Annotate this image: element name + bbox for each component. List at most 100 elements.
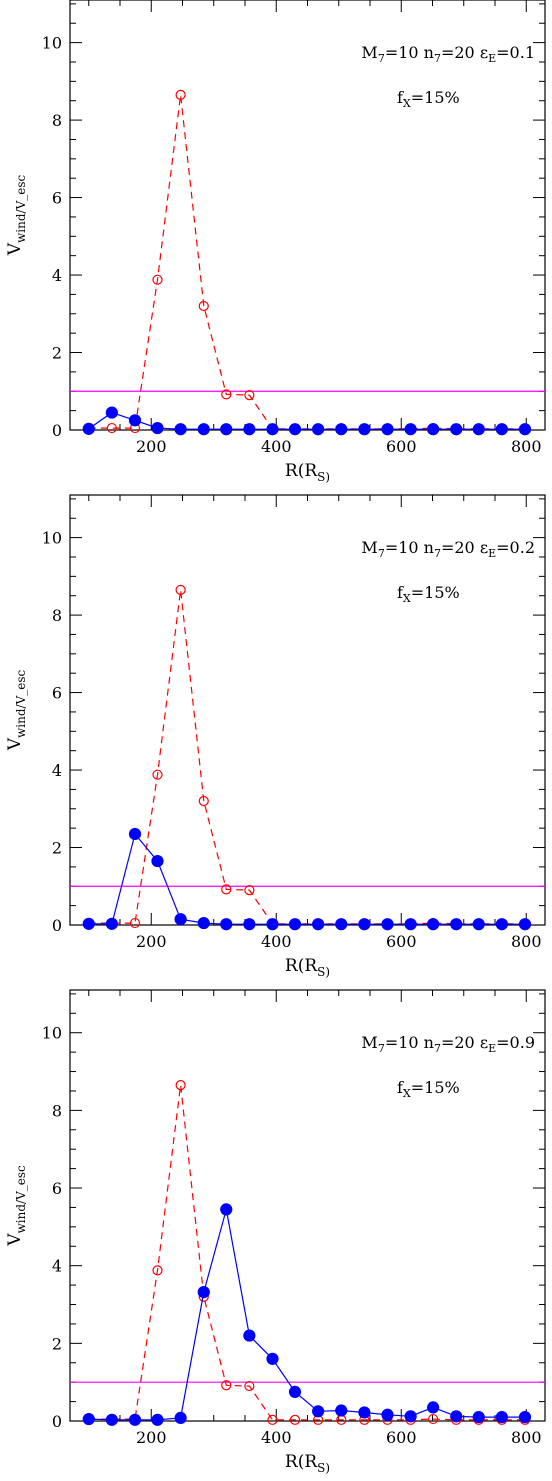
fraction-annotation: fX​=15% <box>397 583 460 605</box>
series-line-2 <box>88 1209 525 1421</box>
data-point <box>450 918 463 931</box>
data-point <box>82 1412 95 1426</box>
data-point <box>82 917 95 930</box>
y-tick-label: 4 <box>52 1257 62 1276</box>
data-point <box>335 423 348 436</box>
series-line-1 <box>88 589 525 925</box>
data-point <box>105 406 118 419</box>
data-point <box>266 423 279 436</box>
data-point <box>198 300 209 312</box>
x-tick-label: 800 <box>511 932 542 951</box>
x-tick-label: 200 <box>136 1428 167 1447</box>
x-tick-label: 800 <box>511 437 542 456</box>
data-point <box>175 89 186 101</box>
data-point <box>288 1385 302 1398</box>
data-point <box>472 423 485 436</box>
y-tick-label: 10 <box>42 34 62 53</box>
series-line-2 <box>88 832 525 925</box>
data-point <box>288 423 302 436</box>
data-point <box>358 918 371 931</box>
y-tick-label: 6 <box>52 189 62 208</box>
data-point <box>129 917 141 929</box>
y-tick-label: 8 <box>52 606 62 625</box>
fraction-annotation: fX​=15% <box>397 1078 460 1100</box>
y-tick-label: 2 <box>52 1334 62 1353</box>
data-point <box>197 916 210 930</box>
data-point <box>267 1414 278 1425</box>
data-point <box>244 390 255 401</box>
data-point <box>495 918 508 931</box>
x-axis-label: R(RS)​ <box>285 461 330 484</box>
data-point <box>335 1404 348 1417</box>
x-tick-label: 400 <box>261 1428 292 1447</box>
x-tick-label: 200 <box>136 437 167 456</box>
data-point <box>312 1405 325 1418</box>
data-point <box>198 795 209 807</box>
data-point <box>427 423 440 436</box>
data-point <box>221 884 232 895</box>
x-tick-label: 400 <box>261 932 292 951</box>
y-tick-label: 10 <box>42 529 62 548</box>
data-point <box>518 918 532 931</box>
data-point <box>381 918 394 931</box>
plot-frame <box>69 494 546 926</box>
data-point <box>428 1413 439 1425</box>
data-point <box>289 1414 301 1425</box>
data-point <box>312 918 325 931</box>
data-point <box>175 1080 186 1091</box>
data-point <box>312 423 325 436</box>
x-tick-label: 400 <box>261 437 292 456</box>
y-tick-label: 2 <box>52 344 62 363</box>
data-point <box>151 1413 164 1426</box>
x-tick-label: 600 <box>386 932 417 951</box>
data-point <box>152 274 163 285</box>
data-point <box>450 423 463 436</box>
data-point <box>151 854 164 868</box>
data-point <box>243 1329 256 1342</box>
x-tick-label: 600 <box>386 1428 417 1447</box>
data-point <box>128 414 142 427</box>
data-point <box>288 918 302 931</box>
plot-frame <box>69 0 546 431</box>
data-point <box>358 1406 371 1419</box>
series-line-1 <box>88 94 525 430</box>
data-point <box>105 917 118 930</box>
parameter-annotation: M7​=10 n7​=20 εE​=0.9 <box>361 1033 535 1055</box>
data-point <box>266 1352 279 1365</box>
data-point <box>243 918 256 931</box>
y-axis-label: Vwind/V_esc​ <box>5 1165 28 1247</box>
data-point <box>266 918 279 931</box>
data-point <box>106 422 117 434</box>
fraction-annotation: fX​=15% <box>397 88 460 110</box>
data-point <box>495 1411 508 1424</box>
data-point <box>220 423 233 436</box>
data-point <box>220 918 233 931</box>
data-point <box>128 827 142 841</box>
data-point <box>174 423 187 436</box>
y-tick-label: 0 <box>52 1412 62 1431</box>
data-point <box>358 423 371 436</box>
data-point <box>220 1203 233 1216</box>
data-point <box>381 1408 394 1421</box>
data-point <box>221 389 232 400</box>
data-point <box>244 885 255 896</box>
data-point <box>495 423 508 436</box>
x-axis-label: R(RS)​ <box>285 956 330 979</box>
x-tick-label: 600 <box>386 437 417 456</box>
x-tick-label: 800 <box>511 1428 542 1447</box>
chart-panel-1: 200 400 600 800 0 2 4 6 8 10 R(RS)​ Vwind/V_esc​ M7​… <box>5 0 546 484</box>
data-point <box>243 423 256 436</box>
chart-panel-2: 200 400 600 800 0 2 4 6 8 10 R(RS)​ Vwind/V_esc​ M7​… <box>5 494 546 979</box>
y-tick-label: 8 <box>52 111 62 130</box>
data-point <box>404 1410 417 1423</box>
y-tick-label: 8 <box>52 1101 62 1120</box>
y-tick-label: 10 <box>42 1024 62 1043</box>
series-line-1 <box>88 1085 525 1421</box>
y-tick-label: 2 <box>52 839 62 858</box>
data-point <box>82 422 95 435</box>
data-point <box>472 1411 485 1424</box>
data-point <box>427 1401 440 1414</box>
x-tick-label: 200 <box>136 932 167 951</box>
y-tick-label: 4 <box>52 761 62 780</box>
data-point <box>152 769 163 780</box>
